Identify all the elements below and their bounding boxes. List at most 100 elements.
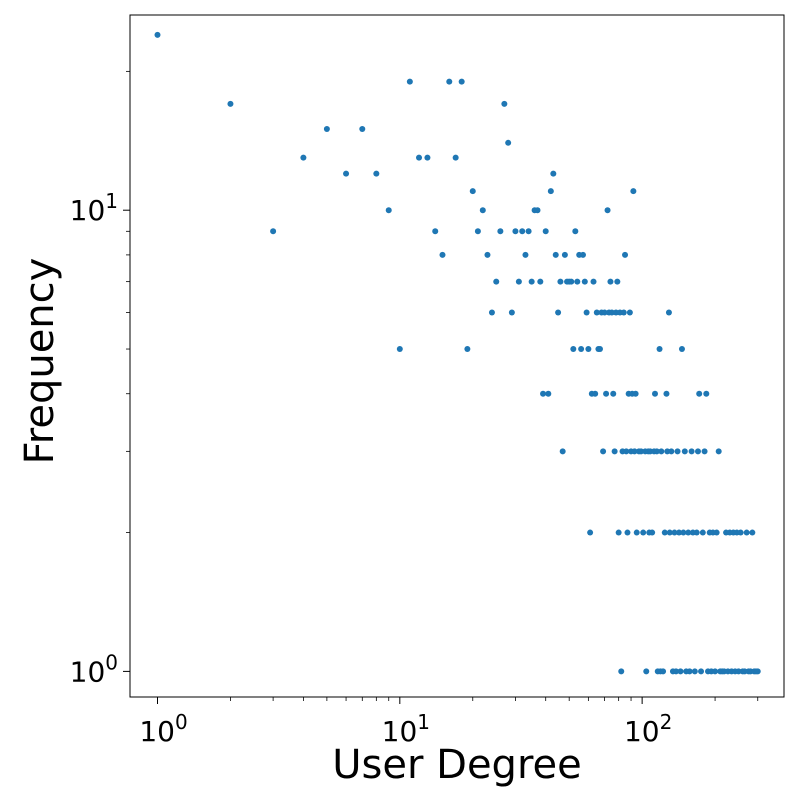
data-point xyxy=(343,170,350,177)
data-point xyxy=(479,207,486,214)
data-point xyxy=(643,668,650,675)
data-point xyxy=(525,228,532,235)
data-point xyxy=(416,154,423,161)
data-point xyxy=(585,346,592,353)
data-point xyxy=(632,390,639,397)
data-point xyxy=(519,228,526,235)
y-axis-ticks: 100 101 xyxy=(70,70,130,688)
data-point xyxy=(537,278,544,285)
data-point xyxy=(754,668,761,675)
data-point xyxy=(652,390,658,397)
data-point xyxy=(574,278,581,285)
data-point xyxy=(596,346,603,353)
data-point xyxy=(703,390,710,397)
data-point xyxy=(508,309,515,316)
data-point xyxy=(501,100,508,107)
data-point xyxy=(611,448,618,455)
data-point xyxy=(631,448,638,455)
data-point xyxy=(534,207,541,214)
data-point xyxy=(715,448,722,455)
data-point xyxy=(620,309,627,316)
data-point xyxy=(674,448,681,455)
data-point xyxy=(626,309,633,316)
data-point xyxy=(469,188,476,195)
data-point xyxy=(359,125,366,132)
data-point xyxy=(424,154,431,161)
data-point xyxy=(735,668,742,675)
data-point xyxy=(587,529,594,536)
data-point xyxy=(439,251,446,258)
data-point xyxy=(623,448,630,455)
data-points xyxy=(154,31,761,675)
data-point xyxy=(593,309,600,316)
data-point xyxy=(464,346,471,353)
x-axis-ticks: 100 101 102 xyxy=(139,697,759,748)
data-point xyxy=(661,529,668,536)
data-point xyxy=(618,668,625,675)
data-point xyxy=(323,125,330,132)
data-point xyxy=(446,78,453,85)
data-point xyxy=(458,78,465,85)
data-point xyxy=(624,529,631,536)
data-point xyxy=(743,529,750,536)
data-point xyxy=(568,278,575,285)
data-point xyxy=(512,228,519,235)
data-point xyxy=(227,100,234,107)
data-point xyxy=(608,309,615,316)
data-point xyxy=(680,529,687,536)
data-point xyxy=(665,309,672,316)
data-point xyxy=(493,278,500,285)
data-point xyxy=(633,529,640,536)
data-point xyxy=(432,228,439,235)
data-point xyxy=(649,529,656,536)
data-point xyxy=(559,448,566,455)
data-point xyxy=(540,390,547,397)
data-point xyxy=(579,251,586,258)
data-point xyxy=(528,278,535,285)
y-tick-label: 101 xyxy=(70,189,118,227)
data-point xyxy=(699,529,706,536)
data-point xyxy=(666,529,673,536)
data-point xyxy=(749,529,756,536)
data-point xyxy=(630,188,637,195)
y-tick-label: 100 xyxy=(70,650,118,688)
data-point xyxy=(572,228,579,235)
data-point xyxy=(638,448,645,455)
data-point xyxy=(505,139,512,146)
data-point xyxy=(685,529,692,536)
data-point xyxy=(570,346,577,353)
x-axis-label: User Degree xyxy=(332,742,581,788)
x-tick-label: 100 xyxy=(139,710,187,748)
data-point xyxy=(452,154,459,161)
data-point xyxy=(686,668,693,675)
plot-frame xyxy=(129,14,785,698)
data-point xyxy=(547,188,554,195)
data-point xyxy=(497,228,504,235)
data-point xyxy=(542,228,549,235)
data-point xyxy=(270,228,277,235)
data-point xyxy=(737,529,744,536)
data-point xyxy=(581,278,588,285)
data-point xyxy=(673,668,680,675)
data-point xyxy=(545,390,552,397)
data-point xyxy=(592,390,599,397)
data-point xyxy=(691,668,698,675)
data-point xyxy=(668,448,675,455)
data-point xyxy=(701,448,708,455)
data-point xyxy=(671,529,678,536)
data-point xyxy=(677,668,684,675)
data-point xyxy=(676,529,683,536)
data-point xyxy=(555,309,562,316)
data-point xyxy=(484,251,491,258)
data-point xyxy=(406,78,413,85)
x-tick-label: 102 xyxy=(624,710,672,748)
data-point xyxy=(373,170,380,177)
data-point xyxy=(488,309,495,316)
data-point xyxy=(300,154,307,161)
data-point xyxy=(550,170,557,177)
data-point xyxy=(688,448,695,455)
data-point xyxy=(603,390,610,397)
data-point xyxy=(385,207,392,214)
